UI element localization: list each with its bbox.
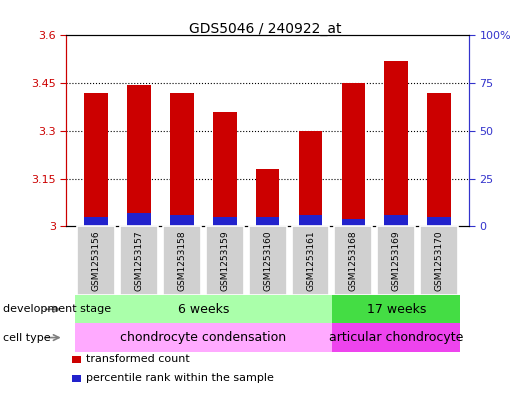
Bar bbox=[384, 215, 408, 226]
Text: GSM1253157: GSM1253157 bbox=[135, 230, 144, 291]
Bar bbox=[256, 169, 279, 226]
Text: GSM1253156: GSM1253156 bbox=[92, 230, 101, 291]
Bar bbox=[341, 219, 365, 226]
Bar bbox=[332, 295, 461, 323]
Text: development stage: development stage bbox=[3, 304, 111, 314]
Text: GSM1253161: GSM1253161 bbox=[306, 230, 315, 291]
Bar bbox=[127, 213, 151, 226]
Bar bbox=[206, 226, 244, 295]
Text: percentile rank within the sample: percentile rank within the sample bbox=[86, 373, 274, 383]
Text: GSM1253170: GSM1253170 bbox=[435, 230, 444, 291]
Bar bbox=[163, 226, 201, 295]
Bar bbox=[420, 226, 458, 295]
Bar bbox=[75, 295, 332, 323]
Bar bbox=[84, 93, 108, 226]
Text: GSM1253169: GSM1253169 bbox=[392, 230, 401, 291]
Text: chondrocyte condensation: chondrocyte condensation bbox=[120, 331, 286, 344]
Bar bbox=[341, 83, 365, 226]
Bar bbox=[292, 226, 329, 295]
Text: cell type: cell type bbox=[3, 332, 50, 343]
Bar bbox=[170, 93, 194, 226]
Text: GSM1253159: GSM1253159 bbox=[220, 230, 229, 291]
Text: GSM1253168: GSM1253168 bbox=[349, 230, 358, 291]
Text: 6 weeks: 6 weeks bbox=[178, 303, 229, 316]
Bar bbox=[127, 85, 151, 226]
Text: articular chondrocyte: articular chondrocyte bbox=[329, 331, 463, 344]
Bar bbox=[427, 93, 451, 226]
Bar bbox=[427, 217, 451, 226]
Text: 17 weeks: 17 weeks bbox=[367, 303, 426, 316]
Bar bbox=[377, 226, 415, 295]
Bar bbox=[75, 323, 332, 352]
Bar bbox=[84, 217, 108, 226]
Text: GDS5046 / 240922_at: GDS5046 / 240922_at bbox=[189, 22, 341, 36]
Bar bbox=[334, 226, 372, 295]
Bar bbox=[213, 112, 236, 226]
Bar bbox=[384, 61, 408, 226]
Text: GSM1253160: GSM1253160 bbox=[263, 230, 272, 291]
Text: GSM1253158: GSM1253158 bbox=[178, 230, 187, 291]
Bar bbox=[256, 217, 279, 226]
Bar bbox=[249, 226, 287, 295]
Text: transformed count: transformed count bbox=[86, 354, 190, 364]
Bar bbox=[213, 217, 236, 226]
Bar bbox=[170, 215, 194, 226]
Bar bbox=[120, 226, 158, 295]
Bar bbox=[77, 226, 115, 295]
Bar bbox=[332, 323, 461, 352]
Bar bbox=[299, 131, 322, 226]
Bar bbox=[299, 215, 322, 226]
